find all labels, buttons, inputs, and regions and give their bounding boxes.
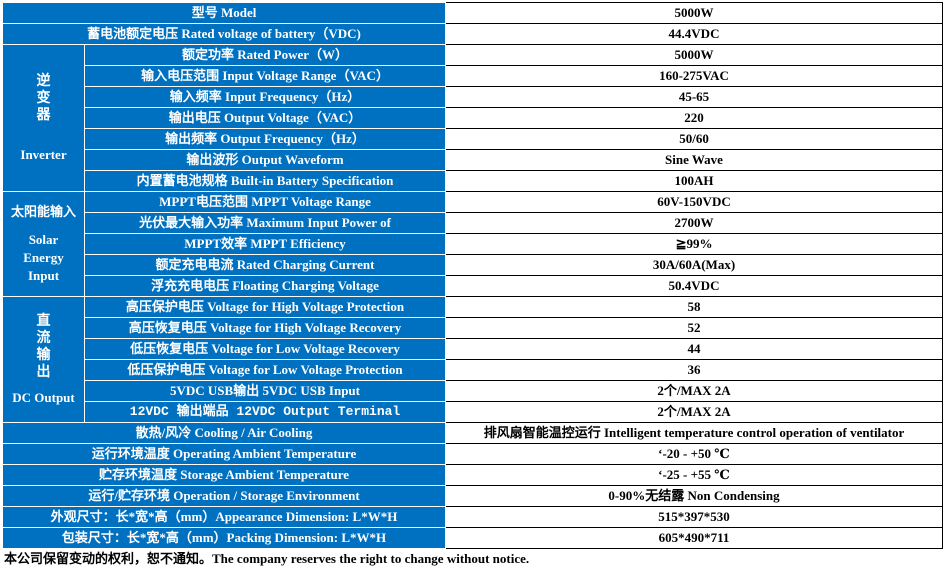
spec-row: 型号 Model 5000W (1, 2, 944, 24)
spec-row: 运行环境温度 Operating Ambient Temperature ‘-20… (1, 443, 944, 465)
spec-row: 低压保护电压 Voltage for Low Voltage Protectio… (3, 359, 944, 381)
spec-value: 0-90%无结露 Non Condensing (445, 485, 944, 507)
spec-row: 浮充充电电压 Floating Charging Voltage 50.4VDC (3, 275, 944, 297)
spec-row: 贮存环境温度 Storage Ambient Temperature ‘-25 -… (1, 464, 944, 486)
spec-row: 太阳能输入 Solar Energy Input MPPT电压范围 MPPT Vol… (2, 191, 944, 297)
spec-value: 52 (445, 317, 944, 339)
footer-text: 本公司保留变动的权利，恕不通知。The company reserves the… (4, 551, 530, 566)
spec-label: 5VDC USB输出 5VDC USB Input (83, 380, 447, 402)
spec-value: 2个/MAX 2A (445, 380, 944, 402)
spec-row: 内置蓄电池规格 Built-in Battery Specification 10… (3, 170, 944, 192)
spec-row: 输出电压 Output Voltage（VAC） 220 (3, 107, 944, 129)
group-cn: 逆变器 (36, 73, 51, 123)
spec-label: 外观尺寸：长*宽*高（mm）Appearance Dimension: L*W*… (1, 506, 447, 528)
spec-label: 型号 Model (1, 2, 447, 24)
spec-label: 12VDC 输出端品 12VDC Output Terminal (83, 401, 447, 423)
spec-label: 额定功率 Rated Power（W） (83, 44, 447, 66)
spec-row: 12VDC 输出端品 12VDC Output Terminal 2个/MAX 2… (3, 401, 944, 423)
spec-row: 输出波形 Output Waveform Sine Wave (3, 149, 944, 171)
spec-value: 60V-150VDC (445, 191, 944, 213)
group-solar: 太阳能输入 Solar Energy Input (2, 191, 85, 297)
spec-row: 散热/风冷 Cooling / Air Cooling 排风扇智能温控运行 Int… (1, 422, 944, 444)
spec-label: 贮存环境温度 Storage Ambient Temperature (1, 464, 447, 486)
spec-label: 高压恢复电压 Voltage for High Voltage Recovery (83, 317, 447, 339)
spec-label: 散热/风冷 Cooling / Air Cooling (1, 422, 447, 444)
spec-row: 逆变器 Inverter 额定功率 Rated Power（W） 5000W (2, 44, 944, 192)
spec-label: 额定充电电流 Rated Charging Current (83, 254, 447, 276)
footer-notice: 本公司保留变动的权利，恕不通知。The company reserves the… (4, 549, 529, 569)
spec-row: MPPT效率 MPPT Efficiency ≧99% (3, 233, 944, 255)
spec-row: 运行/贮存环境 Operation / Storage Environment 0… (1, 485, 944, 507)
spec-row: 输入电压范围 Input Voltage Range（VAC） 160-275VA… (3, 65, 944, 87)
spec-value: 44 (445, 338, 944, 360)
spec-label: MPPT电压范围 MPPT Voltage Range (83, 191, 447, 213)
spec-value: 44.4VDC (445, 23, 944, 45)
group-dc: 直流输出 DC Output (2, 296, 85, 423)
spec-row: 额定充电电流 Rated Charging Current 30A/60A(Max… (3, 254, 944, 276)
spec-value: 160-275VAC (445, 65, 944, 87)
spec-row: 低压恢复电压 Voltage for Low Voltage Recovery 4… (3, 338, 944, 360)
spec-row: 输出频率 Output Frequency（Hz） 50/60 (3, 128, 944, 150)
spec-label: 运行/贮存环境 Operation / Storage Environment (1, 485, 447, 507)
spec-table: 型号 Model 5000W 蓄电池额定电压 Rated voltage of ba… (1, 2, 944, 549)
spec-value: Sine Wave (445, 149, 944, 171)
spec-label: 包装尺寸：长*宽*高（mm）Packing Dimension: L*W*H (1, 527, 447, 549)
group-inverter: 逆变器 Inverter (2, 44, 85, 192)
spec-label: 输出频率 Output Frequency（Hz） (83, 128, 447, 150)
spec-row: 蓄电池额定电压 Rated voltage of battery（VDC) 44.… (1, 23, 944, 45)
spec-value: 58 (445, 296, 944, 318)
group-en: Inverter (20, 146, 67, 162)
spec-value: 515*397*530 (445, 506, 944, 528)
spec-value: 45-65 (445, 86, 944, 108)
spec-row: 包装尺寸：长*宽*高（mm）Packing Dimension: L*W*H 60… (1, 527, 944, 549)
spec-label: 浮充充电电压 Floating Charging Voltage (83, 275, 447, 297)
spec-value: 50.4VDC (445, 275, 944, 297)
spec-label: 内置蓄电池规格 Built-in Battery Specification (83, 170, 447, 192)
spec-label: 低压恢复电压 Voltage for Low Voltage Recovery (83, 338, 447, 360)
spec-value: 605*490*711 (445, 527, 944, 549)
group-en: Solar Energy Input (23, 232, 64, 283)
spec-row: 5VDC USB输出 5VDC USB Input 2个/MAX 2A (3, 380, 944, 402)
spec-value: 2700W (445, 212, 944, 234)
spec-row: 外观尺寸：长*宽*高（mm）Appearance Dimension: L*W*… (1, 506, 944, 528)
spec-row: 直流输出 DC Output 高压保护电压 Voltage for High Vol… (2, 296, 944, 423)
spec-value: 5000W (445, 44, 944, 66)
spec-label: 运行环境温度 Operating Ambient Temperature (1, 443, 447, 465)
spec-value: 36 (445, 359, 944, 381)
spec-value: 100AH (445, 170, 944, 192)
spec-label: 低压保护电压 Voltage for Low Voltage Protectio… (83, 359, 447, 381)
spec-label: MPPT效率 MPPT Efficiency (83, 233, 447, 255)
spec-value: 30A/60A(Max) (445, 254, 944, 276)
group-cn: 直流输出 (36, 313, 51, 380)
spec-value: ‘-25 - +55 ℃ (445, 464, 944, 486)
spec-row: 输入频率 Input Frequency（Hz） 45-65 (3, 86, 944, 108)
spec-label: 输入频率 Input Frequency（Hz） (83, 86, 447, 108)
spec-label: 蓄电池额定电压 Rated voltage of battery（VDC) (1, 23, 447, 45)
spec-value: 排风扇智能温控运行 Intelligent temperature contro… (445, 422, 944, 444)
spec-value: ≧99% (445, 233, 944, 255)
spec-label: 输入电压范围 Input Voltage Range（VAC） (83, 65, 447, 87)
spec-row: 高压恢复电压 Voltage for High Voltage Recovery… (3, 317, 944, 339)
spec-value: 2个/MAX 2A (445, 401, 944, 423)
spec-label: 输出波形 Output Waveform (83, 149, 447, 171)
spec-value: 220 (445, 107, 944, 129)
spec-row: 光伏最大输入功率 Maximum Input Power of 2700W (3, 212, 944, 234)
spec-value: ‘-20 - +50 ℃ (445, 443, 944, 465)
spec-label: 高压保护电压 Voltage for High Voltage Protecti… (83, 296, 447, 318)
spec-label: 输出电压 Output Voltage（VAC） (83, 107, 447, 129)
spec-value: 5000W (445, 2, 944, 24)
group-en: DC Output (12, 389, 75, 405)
spec-value: 50/60 (445, 128, 944, 150)
spec-label: 光伏最大输入功率 Maximum Input Power of (83, 212, 447, 234)
group-cn: 太阳能输入 (10, 204, 76, 219)
